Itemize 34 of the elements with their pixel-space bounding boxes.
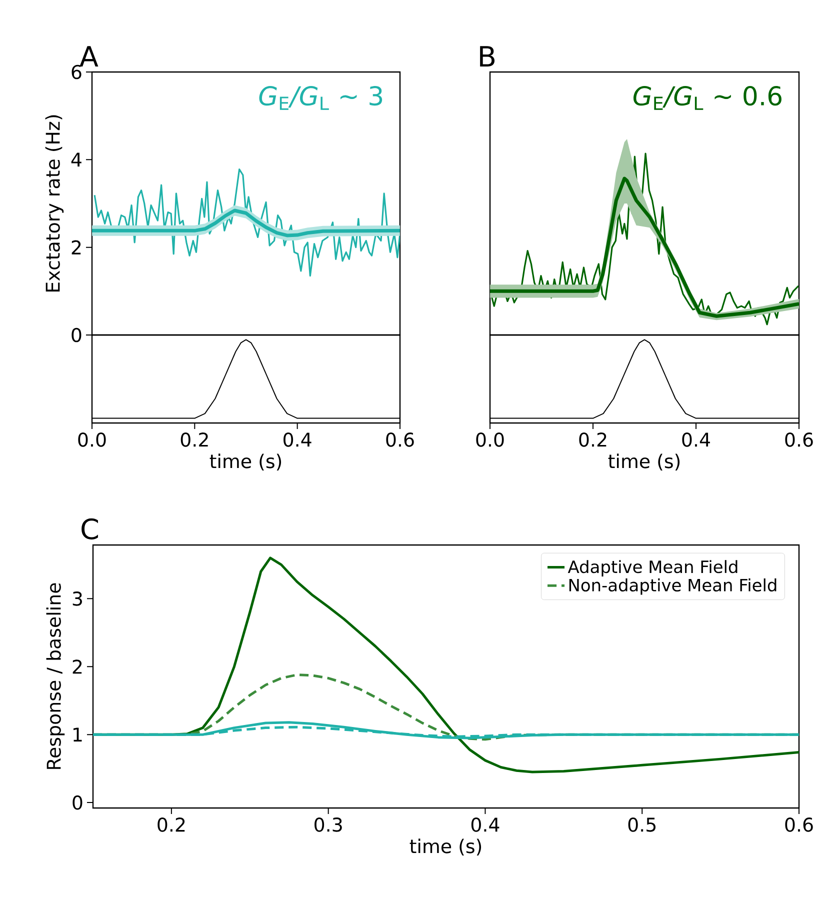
chart-title: C (82, 518, 98, 540)
x-tick-label: 0.2 (158, 818, 185, 832)
y-tick-label: 2 (72, 660, 82, 674)
y-axis-title: Response / baseline (46, 583, 65, 769)
chart-title: B (480, 46, 495, 66)
y-tick-label: 4 (71, 152, 82, 167)
annotation: G$_{E}$/G$_{L}$ ∼ 0.6 (633, 86, 782, 110)
x-axis-title: time (s) (410, 838, 482, 856)
x-tick-label: 0.3 (314, 818, 342, 832)
x-tick-label: 0.6 (785, 818, 813, 832)
x-tick-label: 0.4 (471, 818, 500, 832)
legend-label: Non-adaptive Mean Field (569, 578, 776, 595)
y-tick-label: 6 (72, 64, 82, 80)
x-tick-label: 0.0 (78, 432, 106, 447)
x-axis-title: time (s) (608, 454, 680, 471)
legend-label: Adaptive Mean Field (568, 560, 738, 576)
x-axis-title: time (s) (210, 454, 282, 471)
x-tick-label: 0.0 (476, 432, 504, 447)
y-tick-label: 1 (74, 728, 82, 742)
x-tick-label: 0.2 (180, 432, 208, 447)
x-tick-label: 0.6 (785, 432, 813, 447)
x-tick-label: 0.4 (284, 432, 312, 447)
x-tick-label: 0.4 (682, 432, 710, 447)
x-tick-label: 0.5 (628, 818, 656, 832)
x-tick-label: 0.6 (386, 432, 414, 447)
line-series (94, 168, 400, 277)
y-tick-label: 0 (72, 328, 82, 342)
x-tick-label: 0.2 (579, 432, 606, 447)
y-tick-label: 2 (72, 240, 81, 254)
y-axis-title: Exctatory rate (Hz) (45, 115, 64, 292)
y-tick-label: 3 (72, 592, 82, 606)
y-tick-label: 0 (72, 795, 82, 810)
chart-title: A (80, 46, 98, 66)
annotation: G$_{E}$/G$_{L}$ ∼ 3 (259, 86, 382, 110)
